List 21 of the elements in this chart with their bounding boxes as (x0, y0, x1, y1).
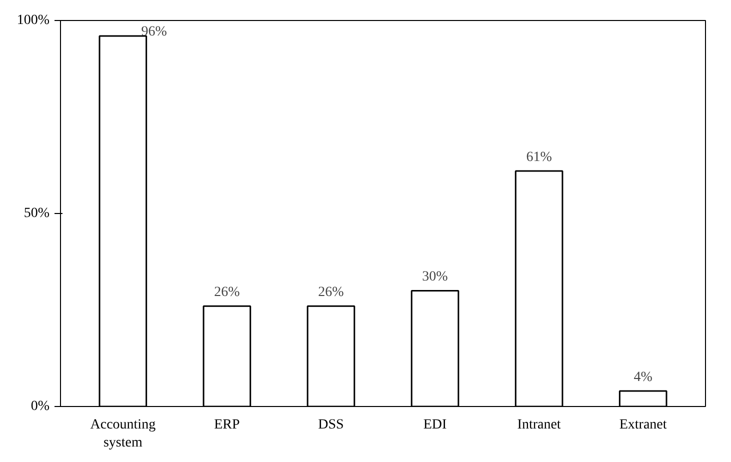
data-label: 26% (214, 285, 240, 300)
bar (306, 305, 356, 406)
bar (514, 170, 564, 406)
x-tick-label: Extranet (619, 418, 667, 432)
bar (98, 35, 148, 406)
bar (202, 305, 252, 406)
y-tick-label: 50% (24, 206, 50, 221)
x-tick-label: Intranet (517, 418, 561, 432)
data-label: 96% (141, 24, 168, 40)
x-tick-label: Accounting system (90, 418, 156, 450)
data-label: 30% (422, 270, 448, 285)
bar (410, 290, 460, 406)
y-tick-label: 100% (16, 13, 50, 28)
data-label: 61% (526, 150, 552, 166)
y-tick-label: 0% (30, 399, 50, 414)
data-label: 26% (318, 285, 344, 300)
x-tick-label: ERP (214, 418, 240, 432)
x-tick-label: EDI (423, 418, 448, 432)
x-tick-label: DSS (318, 418, 344, 432)
bar (618, 390, 668, 406)
data-label: 4% (634, 370, 653, 386)
